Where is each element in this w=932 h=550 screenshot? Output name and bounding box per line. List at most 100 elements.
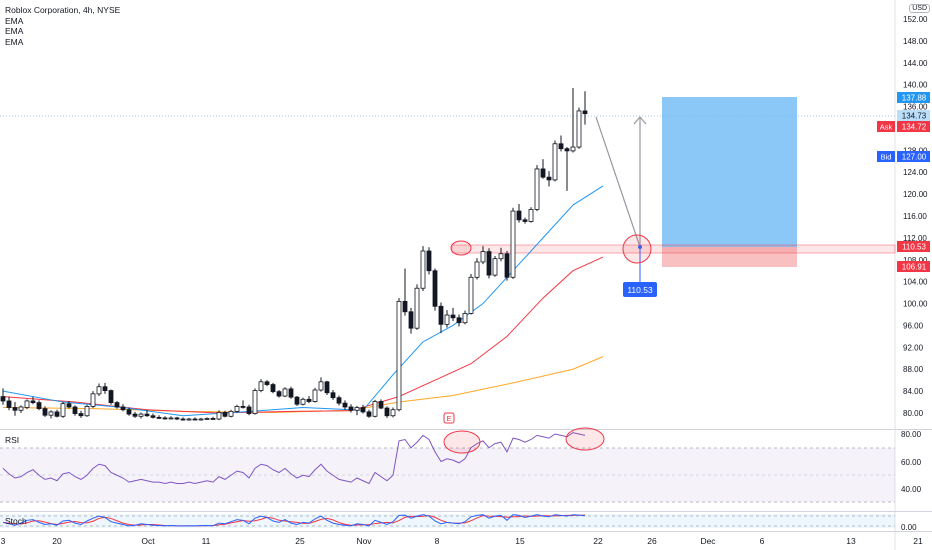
candle [552,140,558,182]
price-tick-label: 116.00 [903,212,927,221]
candle [390,407,396,418]
candle [24,399,30,410]
candle [282,387,288,398]
candle [336,395,342,406]
candle [354,405,360,416]
price-tick-label: 92.00 [903,343,924,352]
candle [180,417,186,421]
price-tag-ask: Ask 134.72 [877,121,930,132]
highlight-circle-entry[interactable] [622,234,652,264]
candle [12,402,18,416]
oscillator-lines [2,432,586,527]
rsi-tick-40: 40.00 [901,485,922,494]
svg-text:137.88: 137.88 [902,94,927,103]
candle [582,91,588,125]
candle [432,268,438,311]
projection-arrow[interactable] [595,116,647,282]
highlight-circle-rsi-2[interactable] [565,427,605,451]
price-tag-bid: Bid 127.00 [877,151,930,162]
time-tick-label: Nov [356,536,372,546]
candle [444,310,450,328]
stoch-tick-0: 0.00 [901,523,917,532]
time-axis[interactable]: 3 20 Oct 11 25 Nov 8 15 22 26 Dec 6 13 21 [1,536,923,546]
time-tick-label: 3 [1,536,6,546]
chart-legend: Roblox Corporation, 4h, NYSE EMA EMA EMA [5,5,120,47]
candle [204,417,210,421]
entry-price-label[interactable]: 110.53 [623,282,657,297]
candle [426,247,432,275]
candle [558,135,564,152]
candle [288,386,294,399]
currency-badge[interactable]: USD [909,4,930,13]
arrow-head-icon [633,116,647,125]
price-tick-label: 152.00 [903,15,928,24]
projection-path[interactable] [595,116,641,248]
candle [324,380,330,395]
symbol-title[interactable]: Roblox Corporation, 4h, NYSE [5,5,121,15]
candle [468,274,474,315]
candlesticks [0,87,588,421]
candle [228,409,234,418]
price-tag-entry: 110.53 [897,241,930,252]
candle [408,307,414,334]
candle [276,390,282,398]
candle [150,413,156,419]
candle [48,410,54,419]
candle [564,147,570,191]
candle [216,410,222,421]
indicator-ema-3[interactable]: EMA [5,36,24,47]
candle [36,400,42,411]
highlight-circle-top[interactable] [450,240,472,256]
candle [138,412,144,419]
candle [30,396,36,405]
earnings-e-icon: E [446,414,451,423]
candle [348,404,354,413]
stoch-pane-label[interactable]: Stoch [5,516,27,526]
ema-mid-line [2,256,604,414]
price-tick-label: 108.00 [903,256,928,265]
entry-price-label-text: 110.53 [627,285,653,295]
price-tick-label: 100.00 [903,300,928,309]
rsi-pane-label[interactable]: RSI [5,435,20,445]
price-tick-label: 136.00 [903,103,928,112]
candle [372,399,378,418]
candle [576,107,582,149]
time-tick-label: 20 [52,536,62,546]
indicator-ema-2[interactable]: EMA [5,26,24,36]
candle [522,217,528,224]
resistance-band[interactable] [451,244,896,254]
candle [186,417,192,421]
rsi-line [2,432,586,485]
time-tick-label: 13 [846,536,856,546]
target-zone[interactable] [662,97,797,247]
indicator-ema-1[interactable]: EMA [5,15,24,26]
svg-text:134.72: 134.72 [902,123,927,132]
candle [492,255,498,277]
candle [342,400,348,410]
highlight-circle-rsi-1[interactable] [443,430,481,454]
candle [312,387,318,403]
candle [510,207,516,279]
candle [102,382,108,394]
earnings-marker[interactable]: E [443,412,455,424]
candle [42,406,48,417]
ema-fast-line [2,185,604,417]
candle [270,382,276,394]
candle [306,396,312,404]
candle [570,87,576,153]
candle [108,389,114,405]
time-tick-label: 25 [295,536,305,546]
candle [504,251,510,281]
candle [72,405,78,416]
candle [0,388,6,405]
stop-zone[interactable] [662,247,797,267]
candle [474,258,480,280]
candle [264,380,270,387]
candle [66,400,72,409]
time-tick-label: 6 [760,536,765,546]
candle [480,246,486,265]
price-tick-label: 104.00 [903,278,928,287]
svg-text:106.91: 106.91 [902,263,927,272]
rsi-tick-60: 60.00 [901,458,922,467]
